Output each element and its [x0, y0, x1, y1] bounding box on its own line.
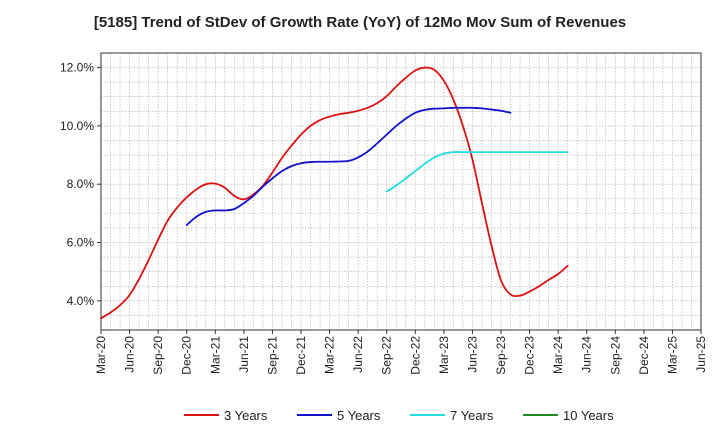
y-tick-label: 8.0%	[67, 177, 95, 191]
x-tick-label: Mar-24	[551, 336, 565, 374]
legend-label: 5 Years	[337, 408, 381, 423]
x-tick-label: Dec-24	[637, 336, 651, 375]
y-tick-label: 4.0%	[67, 294, 95, 308]
x-tick-label: Jun-23	[465, 336, 479, 373]
y-tick-label: 12.0%	[60, 61, 94, 75]
legend-label: 10 Years	[563, 408, 614, 423]
chart-title: [5185] Trend of StDev of Growth Rate (Yo…	[93, 14, 627, 31]
x-tick-label: Mar-25	[665, 336, 679, 374]
series-line-5-years	[185, 106, 512, 226]
legend: 3 Years 5 Years 7 Years 10 Years	[184, 408, 614, 423]
x-tick-label: Dec-21	[294, 336, 308, 375]
x-tick-label: Mar-21	[208, 336, 222, 374]
x-tick-label: Sep-20	[151, 336, 165, 375]
x-tick-label: Mar-20	[94, 336, 108, 374]
x-tick-label: Sep-23	[494, 336, 508, 375]
x-tick-label: Dec-22	[408, 336, 422, 375]
x-tick-label: Sep-24	[608, 336, 622, 375]
y-tick-label: 6.0%	[67, 236, 95, 250]
x-tick-label: Sep-21	[265, 336, 279, 375]
series-line-7-years	[385, 151, 569, 193]
plot-area	[101, 53, 701, 330]
x-tick-label: Mar-22	[323, 336, 337, 374]
x-tick-label: Jun-20	[123, 336, 137, 373]
x-tick-label: Jun-21	[237, 336, 251, 373]
x-tick-label: Jun-24	[580, 336, 594, 373]
x-tick-label: Jun-25	[694, 336, 708, 373]
plot-frame	[100, 52, 702, 331]
legend-label: 7 Years	[450, 408, 494, 423]
x-tick-label: Sep-22	[380, 336, 394, 375]
x-tick-label: Mar-23	[437, 336, 451, 374]
y-tick-label: 10.0%	[60, 119, 94, 133]
x-tick-label: Dec-20	[180, 336, 194, 375]
x-tick-label: Jun-22	[351, 336, 365, 373]
series-line-3-years	[100, 66, 569, 320]
x-gridlines	[100, 53, 702, 330]
legend-label: 3 Years	[224, 408, 268, 423]
x-tick-label: Dec-23	[523, 336, 537, 375]
